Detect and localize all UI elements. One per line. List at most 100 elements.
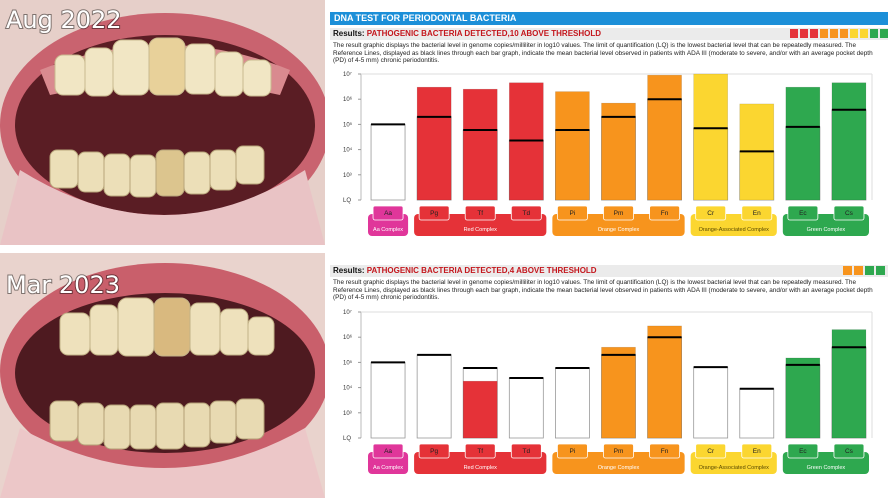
chart-subtitle: PATHOGENIC BACTERIA DETECTED,10 ABOVE TH… <box>366 29 602 38</box>
category-pill <box>418 443 450 459</box>
y-tick-label: 10⁵ <box>343 359 353 366</box>
category-pill <box>787 205 819 221</box>
status-icons <box>790 29 888 38</box>
x-tick-label: Aa <box>384 210 392 217</box>
y-tick-label: 10⁴ <box>343 147 353 154</box>
reference-box <box>416 354 452 439</box>
photo: Mar 2023 <box>0 253 325 498</box>
results-label: Results: <box>333 266 365 275</box>
bar <box>462 88 498 201</box>
group-label: Aa Complex <box>373 227 403 233</box>
group-label: Red Complex <box>464 227 498 233</box>
bar <box>831 329 867 439</box>
x-tick-label: Pg <box>430 448 438 455</box>
reference-box <box>370 124 406 201</box>
bar <box>601 346 636 439</box>
category-pill <box>649 443 680 459</box>
chart-title: DNA TEST FOR PERIODONTAL BACTERIA <box>330 12 888 25</box>
x-tick-label: Cr <box>707 448 715 455</box>
category-pill <box>510 205 542 221</box>
x-tick-label: Tf <box>477 210 483 217</box>
category-pill <box>833 205 865 221</box>
bar <box>693 73 728 201</box>
x-tick-label: Td <box>523 210 531 217</box>
category-pill <box>741 443 773 459</box>
results-label: Results: <box>333 29 365 38</box>
x-tick-label: Pm <box>614 448 624 455</box>
category-pill <box>557 443 588 459</box>
x-tick-label: Cr <box>707 210 715 217</box>
category-pill <box>741 205 773 221</box>
y-tick-label: 10⁶ <box>343 334 353 341</box>
results-line: Results: PATHOGENIC BACTERIA DETECTED,10… <box>330 28 888 40</box>
y-tick-label: 10⁶ <box>343 96 353 103</box>
category-pill <box>787 443 819 459</box>
bar <box>555 91 590 201</box>
y-tick-label: 10⁵ <box>343 121 353 128</box>
group-label: Red Complex <box>464 465 498 471</box>
bar <box>831 82 867 201</box>
x-tick-label: Cs <box>845 210 854 217</box>
x-tick-label: Td <box>523 448 531 455</box>
chart-subtitle: PATHOGENIC BACTERIA DETECTED,4 ABOVE THR… <box>366 266 597 275</box>
y-tick-label: 10³ <box>343 173 352 179</box>
description: The result graphic displays the bacteria… <box>333 42 873 65</box>
description: The result graphic displays the bacteria… <box>333 279 873 302</box>
photo-label: Mar 2023 <box>6 271 120 299</box>
group-label: Orange-Associated Complex <box>699 465 770 471</box>
x-tick-label: Aa <box>384 448 392 455</box>
bar <box>647 74 682 201</box>
category-pill <box>372 443 404 459</box>
y-tick-label: 10⁷ <box>343 71 352 78</box>
reference-box <box>555 367 590 439</box>
category-pill <box>603 205 634 221</box>
bar <box>416 86 452 201</box>
x-tick-label: Fn <box>661 448 669 455</box>
x-tick-label: Fn <box>661 210 669 217</box>
x-tick-label: Cs <box>845 448 854 455</box>
y-tick-label: LQ <box>343 198 351 204</box>
x-tick-label: Ec <box>799 448 807 455</box>
bar <box>647 325 682 439</box>
x-tick-label: Pm <box>614 210 624 217</box>
group-label: Aa Complex <box>373 465 403 471</box>
x-tick-label: Pg <box>430 210 438 217</box>
reference-box <box>693 366 729 439</box>
photo-label: Aug 2022 <box>6 6 122 34</box>
status-icons <box>843 266 885 275</box>
x-tick-label: Ec <box>799 210 807 217</box>
category-pill <box>510 443 542 459</box>
category-pill <box>695 205 727 221</box>
x-tick-label: Tf <box>477 448 483 455</box>
group-label: Orange Complex <box>598 465 640 471</box>
group-label: Orange-Associated Complex <box>699 227 770 233</box>
bar <box>601 102 636 201</box>
group-label: Green Complex <box>807 227 846 233</box>
y-tick-label: 10⁷ <box>343 309 352 316</box>
y-tick-label: 10³ <box>343 411 352 417</box>
x-tick-label: Pi <box>570 448 576 455</box>
reference-box <box>508 377 544 439</box>
category-pill <box>557 205 588 221</box>
bar <box>462 380 498 439</box>
results-line: Results: PATHOGENIC BACTERIA DETECTED,4 … <box>330 265 888 277</box>
bar <box>785 357 821 439</box>
category-pill <box>833 443 865 459</box>
y-tick-label: LQ <box>343 436 351 442</box>
x-tick-label: Pi <box>570 210 576 217</box>
chart: LQ 10³ 10⁴ 10⁵ 10⁶ 10⁷ Aa Complex Red Complex Or… <box>343 309 873 474</box>
category-pill <box>649 205 680 221</box>
category-pill <box>464 443 496 459</box>
reference-box <box>739 388 775 439</box>
group-label: Green Complex <box>807 465 846 471</box>
x-tick-label: En <box>753 448 761 455</box>
category-pill <box>695 443 727 459</box>
photo: Aug 2022 <box>0 0 325 245</box>
category-pill <box>464 205 496 221</box>
category-pill <box>418 205 450 221</box>
category-pill <box>372 205 404 221</box>
chart: LQ 10³ 10⁴ 10⁵ 10⁶ 10⁷ Aa Complex Red Complex Or… <box>343 71 873 236</box>
reference-box <box>370 362 406 439</box>
y-tick-label: 10⁴ <box>343 385 353 392</box>
